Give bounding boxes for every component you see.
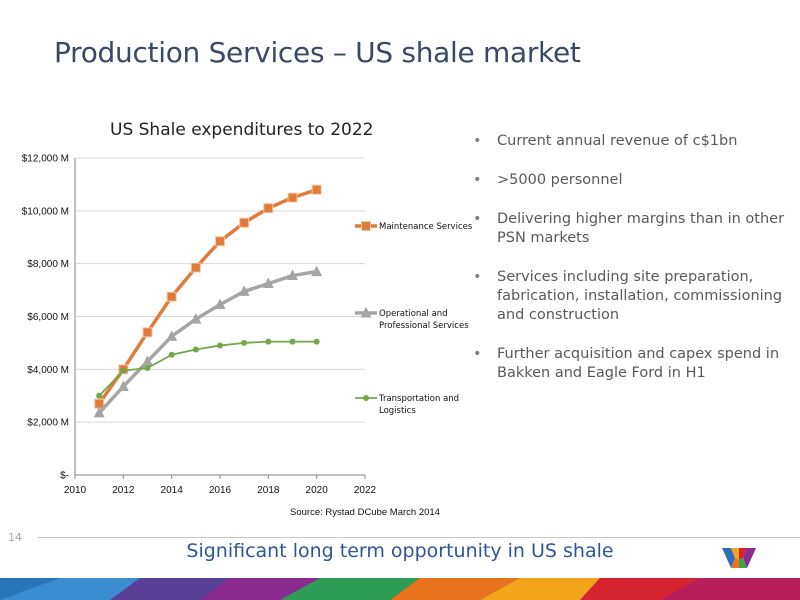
data-point — [166, 330, 178, 341]
y-tick-label: $8,000 M — [27, 259, 69, 270]
series-3 — [96, 338, 320, 399]
x-tick-label: 2012 — [112, 485, 135, 496]
bullet-item: Current annual revenue of c$1bn — [470, 132, 790, 151]
y-tick-labels: $- $2,000 M $4,000 M $6,000 M $8,000 M $10,00… — [22, 154, 69, 482]
y-tick-label: $2,000 M — [27, 418, 69, 429]
data-point — [142, 327, 153, 338]
data-point — [239, 217, 250, 228]
bullet-item: Further acquisition and capex spend in B… — [470, 345, 790, 383]
chart-grid — [75, 157, 365, 423]
data-point — [192, 346, 199, 353]
legend-label: Maintenance Services — [379, 222, 473, 232]
bullet-item: >5000 personnel — [470, 171, 790, 190]
data-point — [168, 351, 175, 358]
bullet-list: Current annual revenue of c$1bn >5000 pe… — [470, 132, 790, 403]
series-2 — [93, 265, 323, 418]
y-tick-label: $12,000 M — [22, 154, 69, 165]
data-point — [142, 355, 153, 366]
data-point — [96, 392, 103, 399]
data-point — [361, 221, 371, 231]
x-tick-label: 2014 — [161, 485, 184, 496]
wood-group-w-logo-icon — [722, 548, 756, 568]
slide-title: Production Services – US shale market — [54, 36, 581, 69]
x-tick-label: 2020 — [306, 485, 329, 496]
series-line — [98, 340, 317, 397]
x-tick-labels: 2010 2012 2014 2016 2018 2020 2022 — [64, 485, 377, 496]
data-point — [265, 338, 272, 345]
data-point — [214, 298, 226, 310]
data-point — [311, 184, 322, 195]
data-point — [363, 395, 369, 401]
legend-item: Maintenance Services — [355, 221, 473, 232]
data-point — [93, 406, 105, 418]
decorative-color-band — [0, 578, 800, 600]
data-point — [190, 262, 201, 273]
legend-item: Operational and Professional Services — [355, 307, 469, 331]
data-point — [241, 339, 248, 346]
data-point — [287, 269, 298, 281]
footer-tagline: Significant long term opportunity in US … — [186, 540, 614, 562]
chart-series — [93, 184, 323, 418]
x-tick-label: 2016 — [209, 485, 232, 496]
series-line — [97, 188, 318, 405]
data-point — [360, 307, 372, 318]
chart-source: Source: Rystad DCube March 2014 — [290, 507, 440, 518]
data-point — [215, 236, 225, 247]
data-point — [287, 192, 298, 203]
data-point — [217, 342, 223, 349]
data-point — [313, 338, 320, 345]
y-tick-label: $10,000 M — [22, 206, 69, 217]
x-tick-label: 2010 — [64, 485, 87, 496]
y-tick-label: $6,000 M — [27, 312, 69, 323]
series-1 — [94, 184, 322, 409]
data-point — [263, 203, 274, 214]
data-point — [190, 313, 202, 324]
data-point — [120, 367, 127, 374]
x-tick-label: 2022 — [354, 485, 377, 496]
data-point — [117, 380, 129, 392]
x-tick-label: 2018 — [257, 485, 280, 496]
page-number: 14 — [8, 531, 22, 544]
y-tick-label: $- — [60, 471, 69, 482]
data-point — [144, 365, 151, 372]
data-point — [238, 285, 250, 296]
chart-legend: Maintenance Services Operational and Profe… — [355, 221, 473, 416]
data-point — [94, 398, 105, 409]
chart-title: US Shale expenditures to 2022 — [110, 120, 374, 140]
y-tick-label: $4,000 M — [27, 365, 69, 376]
bullet-item: Delivering higher margins than in other … — [470, 210, 790, 248]
data-point — [166, 291, 177, 302]
legend-label: Transportation and Logistics — [378, 394, 459, 416]
footer-divider — [38, 537, 800, 538]
legend-item: Transportation and Logistics — [355, 394, 459, 416]
legend-label: Operational and Professional Services — [379, 309, 469, 331]
bullet-item: Services including site preparation, fab… — [470, 268, 790, 325]
chart-axes — [74, 158, 366, 479]
data-point — [311, 265, 323, 277]
data-point — [262, 277, 274, 288]
series-line — [97, 269, 317, 415]
data-point — [289, 338, 296, 345]
